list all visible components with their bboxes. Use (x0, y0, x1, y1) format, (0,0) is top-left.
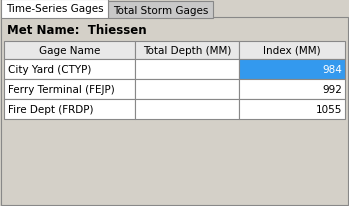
Text: Time-Series Gages: Time-Series Gages (6, 4, 103, 14)
Text: Total Depth (MM): Total Depth (MM) (143, 46, 231, 56)
Bar (4, 42, 135, 60)
Text: 984: 984 (322, 65, 342, 75)
Bar (135, 60, 239, 80)
Bar (135, 80, 239, 99)
Bar (239, 99, 345, 119)
Text: Met Name:  Thiessen: Met Name: Thiessen (7, 24, 147, 37)
Bar (4, 99, 135, 119)
Bar (4, 60, 135, 80)
Bar (1, 0, 108, 19)
Bar (239, 42, 345, 60)
Bar (239, 60, 345, 80)
Bar (4, 80, 135, 99)
Bar (239, 80, 345, 99)
Text: Index (MM): Index (MM) (263, 46, 321, 56)
Text: City Yard (CTYP): City Yard (CTYP) (8, 65, 91, 75)
Bar (108, 2, 213, 19)
Text: Total Storm Gages: Total Storm Gages (113, 6, 208, 15)
Text: Ferry Terminal (FEJP): Ferry Terminal (FEJP) (8, 85, 115, 95)
Text: Fire Dept (FRDP): Fire Dept (FRDP) (8, 104, 94, 115)
Text: Gage Name: Gage Name (39, 46, 100, 56)
Text: 992: 992 (322, 85, 342, 95)
Bar (135, 99, 239, 119)
Text: 1055: 1055 (315, 104, 342, 115)
Bar (135, 42, 239, 60)
